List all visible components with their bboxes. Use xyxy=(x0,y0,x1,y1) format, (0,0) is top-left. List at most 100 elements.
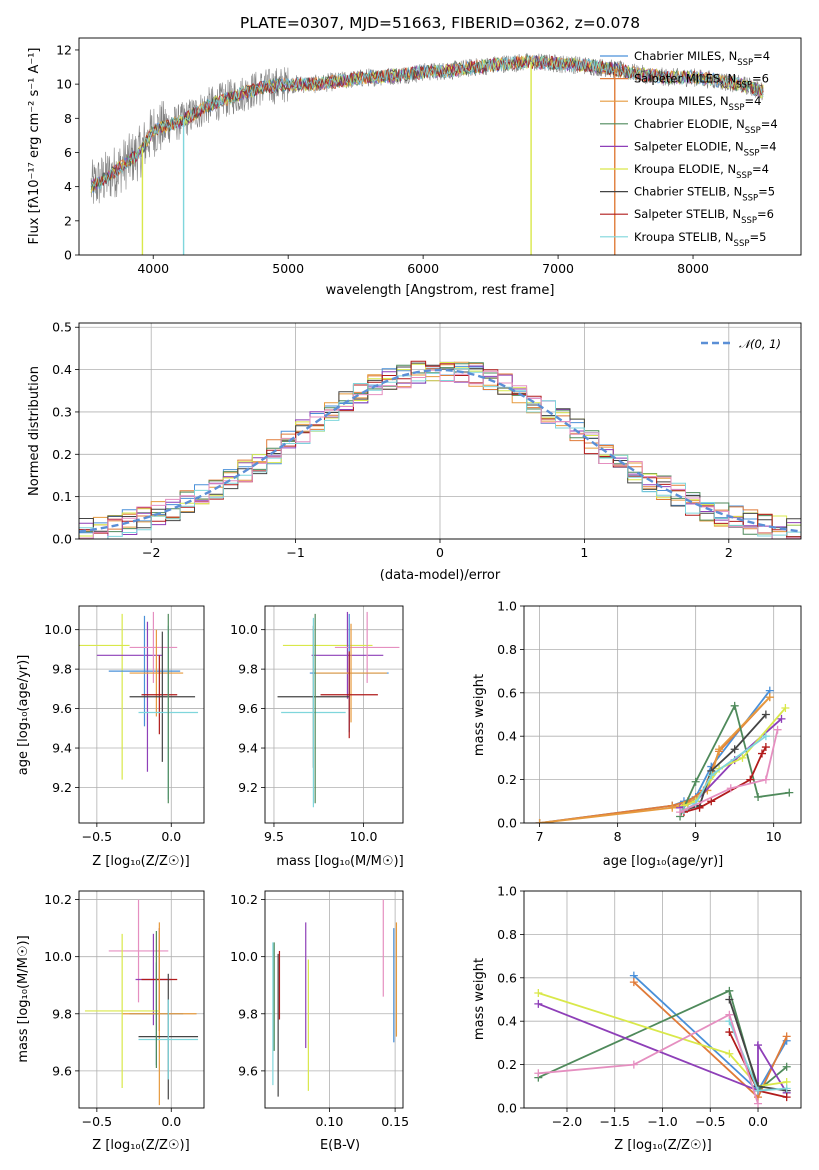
weights_vs_age-marker xyxy=(676,808,685,817)
age_vs_Z-axes: −0.5 0.0 9.2 9.4 9.6 9.8 10.0 xyxy=(44,606,204,844)
spectrum-xtick-label: 4000 xyxy=(137,261,169,276)
weights_vs_Z-frame xyxy=(523,890,802,1109)
weights_vs_age-marker xyxy=(765,693,774,702)
age_vs_Z-frame xyxy=(78,605,205,824)
weights_vs_Z-ytick-label: 0.6 xyxy=(497,970,517,985)
weights_vs_Z-marker xyxy=(534,1069,543,1078)
spectrum-legend-label-8: Kroupa STELIB, NSSP=5 xyxy=(634,230,766,249)
weights_vs_age-marker xyxy=(715,745,724,754)
residual-histogram-9 xyxy=(79,369,801,539)
weights_vs_age-ytick-label: 0.8 xyxy=(497,642,517,657)
weights-vs-z-xlabel: Z [log₁₀(Z/Z☉)] xyxy=(614,1138,711,1153)
weights_vs_age-ytick-label: 0.0 xyxy=(497,816,517,831)
mass_vs_ebv-axes: 0.10 0.15 9.6 9.8 10.0 10.2 xyxy=(230,891,409,1129)
residuals-xtick-label: 2 xyxy=(725,545,733,560)
weights_vs_age-line-9 xyxy=(679,729,779,813)
spectrum-ytick-label: 12 xyxy=(56,42,72,57)
mass_vs_ebv-xtick-label: 0.10 xyxy=(315,1114,343,1129)
weights_vs_age-marker xyxy=(754,792,763,801)
weights_vs_age-ytick-label: 0.2 xyxy=(497,772,517,787)
spectrum-ytick-label: 10 xyxy=(56,77,72,92)
mass_vs_Z-ytick-label: 10.0 xyxy=(44,949,72,964)
weights_vs_Z-xtick-label: −0.5 xyxy=(695,1114,725,1129)
weights_vs_age-marker xyxy=(738,753,747,762)
mass_vs_ebv-xtick-label: 0.15 xyxy=(381,1114,409,1129)
spectrum-ytick-label: 4 xyxy=(64,179,72,194)
age_vs_Z-point-7 xyxy=(141,655,178,735)
weights_vs_Z-marker xyxy=(725,1010,734,1019)
spectrum-legend-label-4: Salpeter ELODIE, NSSP=4 xyxy=(634,139,777,158)
weights_vs_Z-ytick-label: 0.2 xyxy=(497,1057,517,1072)
weights_vs_age-ytick-label: 0.6 xyxy=(497,685,517,700)
spectrum-legend: Chabrier MILES, NSSP=4 Salpeter MILES, NS… xyxy=(600,49,778,249)
residuals-ytick-label: 0.2 xyxy=(52,447,72,462)
weights_vs_Z-marker xyxy=(629,1060,638,1069)
mass_vs_Z-ytick-label: 9.6 xyxy=(52,1063,72,1078)
mass_vs_ebv-frame xyxy=(264,890,404,1109)
weights_vs_age-marker xyxy=(695,803,704,812)
age_vs_Z-ytick-label: 9.8 xyxy=(52,662,72,677)
age_vs_mass-point-2 xyxy=(334,611,400,683)
residuals-xtick-label: 0 xyxy=(436,545,444,560)
residuals-xtick-label: −2 xyxy=(142,545,160,560)
weights-vs-z-ylabel: mass weight xyxy=(472,958,487,1040)
spectrum-legend-label-0: Chabrier MILES, NSSP=4 xyxy=(634,49,770,68)
spectrum-ytick-label: 8 xyxy=(64,111,72,126)
spectrum-legend-label-3: Chabrier ELODIE, NSSP=4 xyxy=(634,117,778,136)
weights_vs_age-marker xyxy=(707,797,716,806)
residuals-ytick-label: 0.0 xyxy=(52,532,72,547)
weights_vs_age-line-2 xyxy=(539,696,771,823)
weights_vs_Z-marker xyxy=(725,986,734,995)
weights_vs_Z-marker xyxy=(534,999,543,1008)
age_vs_Z-series-group xyxy=(79,611,199,804)
weights_vs_Z-line-4 xyxy=(538,992,787,1088)
weights_vs_Z-marker xyxy=(782,1062,791,1071)
weights_vs_age-marker xyxy=(757,749,766,758)
weights_vs_Z-line-3 xyxy=(537,1002,788,1094)
age_vs_mass-frame xyxy=(264,605,404,824)
weights_vs_age-marker xyxy=(726,784,735,793)
weights_vs_Z-series-group xyxy=(534,971,791,1108)
weights_vs_age-marker xyxy=(730,701,739,710)
residuals-xtick-label: −1 xyxy=(286,545,304,560)
weights_vs_Z-xtick-label: −2.0 xyxy=(552,1114,582,1129)
mass_vs_Z-series-group xyxy=(84,899,199,1106)
spectrum-frame xyxy=(78,37,802,256)
age_vs_Z-ytick-label: 9.6 xyxy=(52,701,72,716)
weights_vs_Z-marker xyxy=(629,978,638,987)
mass_vs_Z-frame xyxy=(78,890,205,1109)
age-vs-z-xlabel: Z [log₁₀(Z/Z☉)] xyxy=(92,854,189,869)
residuals-axes: −2 −1 0 1 2 0.0 0.1 0.2 0.3 0.4 0.5 xyxy=(52,320,801,560)
residuals-frame xyxy=(78,322,802,540)
mass_vs_Z-ytick-label: 10.2 xyxy=(44,892,72,907)
mass_vs_Z-point-7 xyxy=(138,999,199,1080)
residuals-series-group xyxy=(79,360,801,539)
weights_vs_Z-marker xyxy=(782,1093,791,1102)
spectrum-axes: 4000 5000 6000 7000 8000 0 2 4 6 8 10 12 xyxy=(56,42,709,276)
weights_vs_Z-marker xyxy=(534,988,543,997)
age_vs_Z-point-8 xyxy=(129,631,196,762)
weights_vs_Z-marker xyxy=(782,1032,791,1041)
spectrum-legend-label-6: Chabrier STELIB, NSSP=5 xyxy=(634,185,775,204)
residuals-xlabel: (data-model)/error xyxy=(380,568,501,583)
weights_vs_Z-marker xyxy=(754,1086,763,1095)
mass-vs-z-ylabel: mass [log₁₀(M/M☉)] xyxy=(16,935,31,1062)
mass_vs_ebv-ytick-label: 9.6 xyxy=(238,1063,258,1078)
age_vs_Z-xtick-label: 0.0 xyxy=(161,829,181,844)
spectrum-model-line-8 xyxy=(90,54,764,190)
age_vs_Z-point-4 xyxy=(108,615,181,727)
weights_vs_age-ytick-label: 1.0 xyxy=(497,599,517,614)
mass_vs_Z-point-5 xyxy=(84,933,160,1089)
weights_vs_age-marker xyxy=(761,710,770,719)
spectrum-xtick-label: 8000 xyxy=(677,261,709,276)
weights_vs_age-marker xyxy=(746,775,755,784)
spectrum-legend-label-1: Salpeter MILES, NSSP=6 xyxy=(634,72,769,91)
residuals-ylabel: Normed distribution xyxy=(27,366,42,496)
age_vs_Z-point-5 xyxy=(129,611,178,683)
mass-vs-z-xlabel: Z [log₁₀(Z/Z☉)] xyxy=(92,1138,189,1153)
mass_vs_Z-axes: −0.5 0.0 9.6 9.8 10.0 10.2 xyxy=(44,891,204,1129)
mass_vs_ebv-ytick-label: 9.8 xyxy=(238,1006,258,1021)
spectrum-legend-label-5: Kroupa ELODIE, NSSP=4 xyxy=(634,162,769,181)
age_vs_mass-point-1 xyxy=(311,611,384,699)
